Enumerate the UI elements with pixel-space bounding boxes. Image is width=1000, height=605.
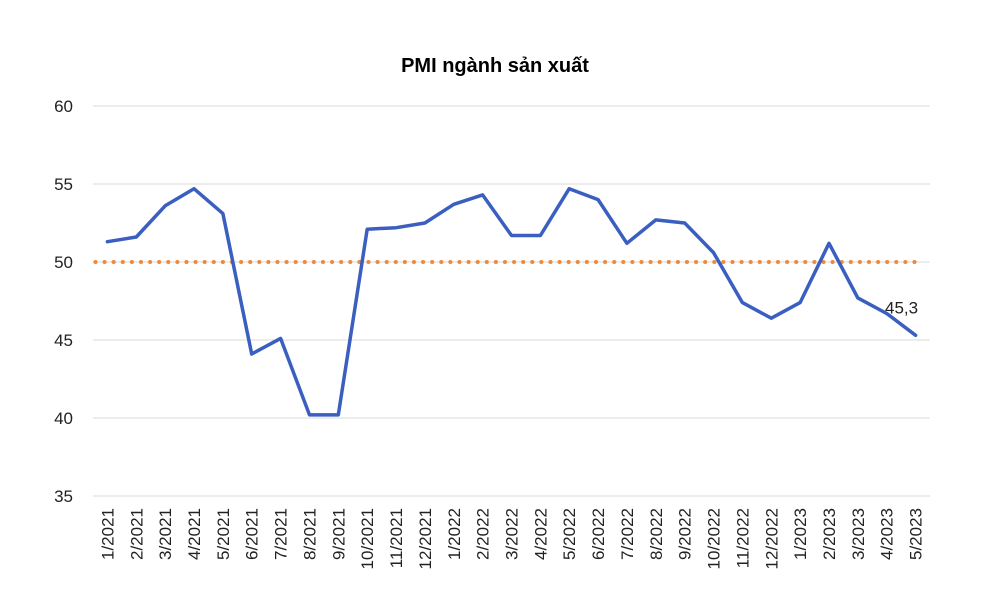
x-tick-label: 7/2021 <box>272 508 291 560</box>
y-axis-ticks: 35 40 45 50 55 60 <box>54 97 73 506</box>
x-tick-label: 8/2022 <box>647 508 666 560</box>
x-tick-label: 6/2021 <box>243 508 262 560</box>
x-tick-label: 3/2021 <box>156 508 175 560</box>
x-tick-label: 2/2023 <box>820 508 839 560</box>
x-tick-label: 3/2023 <box>849 508 868 560</box>
data-labels: 45,3 <box>885 298 918 317</box>
series-group <box>105 186 918 417</box>
x-tick-label: 12/2022 <box>762 508 781 569</box>
x-tick-label: 11/2022 <box>733 508 752 568</box>
y-tick-label: 35 <box>54 487 73 506</box>
x-tick-label: 4/2022 <box>531 508 550 560</box>
x-tick-label: 4/2023 <box>878 508 897 560</box>
x-tick-label: 5/2022 <box>560 508 579 560</box>
chart-title: PMI ngành sản xuất <box>401 55 589 77</box>
x-tick-label: 1/2022 <box>445 508 464 560</box>
y-tick-label: 45 <box>54 331 73 350</box>
x-tick-label: 10/2022 <box>705 508 724 569</box>
y-tick-label: 50 <box>54 253 73 272</box>
x-tick-label: 10/2021 <box>358 508 377 569</box>
x-tick-label: 2/2021 <box>127 508 146 560</box>
x-tick-label: 2/2022 <box>474 508 493 560</box>
x-tick-label: 6/2022 <box>589 508 608 560</box>
x-tick-label: 9/2022 <box>676 508 695 560</box>
x-axis-ticks: 1/2021 2/2021 3/2021 4/2021 5/2021 6/2021 7/20… <box>98 508 925 569</box>
x-tick-label: 5/2023 <box>907 508 926 560</box>
x-tick-label: 11/2021 <box>387 508 406 568</box>
x-tick-label: 3/2022 <box>503 508 522 560</box>
data-label-last: 45,3 <box>885 298 918 317</box>
y-tick-label: 60 <box>54 97 73 116</box>
series-line-pmi <box>105 186 918 417</box>
y-tick-label: 55 <box>54 175 73 194</box>
y-tick-label: 40 <box>54 409 73 428</box>
gridlines <box>93 105 930 497</box>
x-tick-label: 8/2021 <box>300 508 319 560</box>
x-tick-label: 12/2021 <box>416 508 435 569</box>
x-tick-label: 1/2021 <box>98 508 117 560</box>
x-tick-label: 1/2023 <box>791 508 810 560</box>
x-tick-label: 5/2021 <box>214 508 233 560</box>
x-tick-label: 4/2021 <box>185 508 204 560</box>
x-tick-label: 7/2022 <box>618 508 637 560</box>
x-tick-label: 9/2021 <box>329 508 348 560</box>
